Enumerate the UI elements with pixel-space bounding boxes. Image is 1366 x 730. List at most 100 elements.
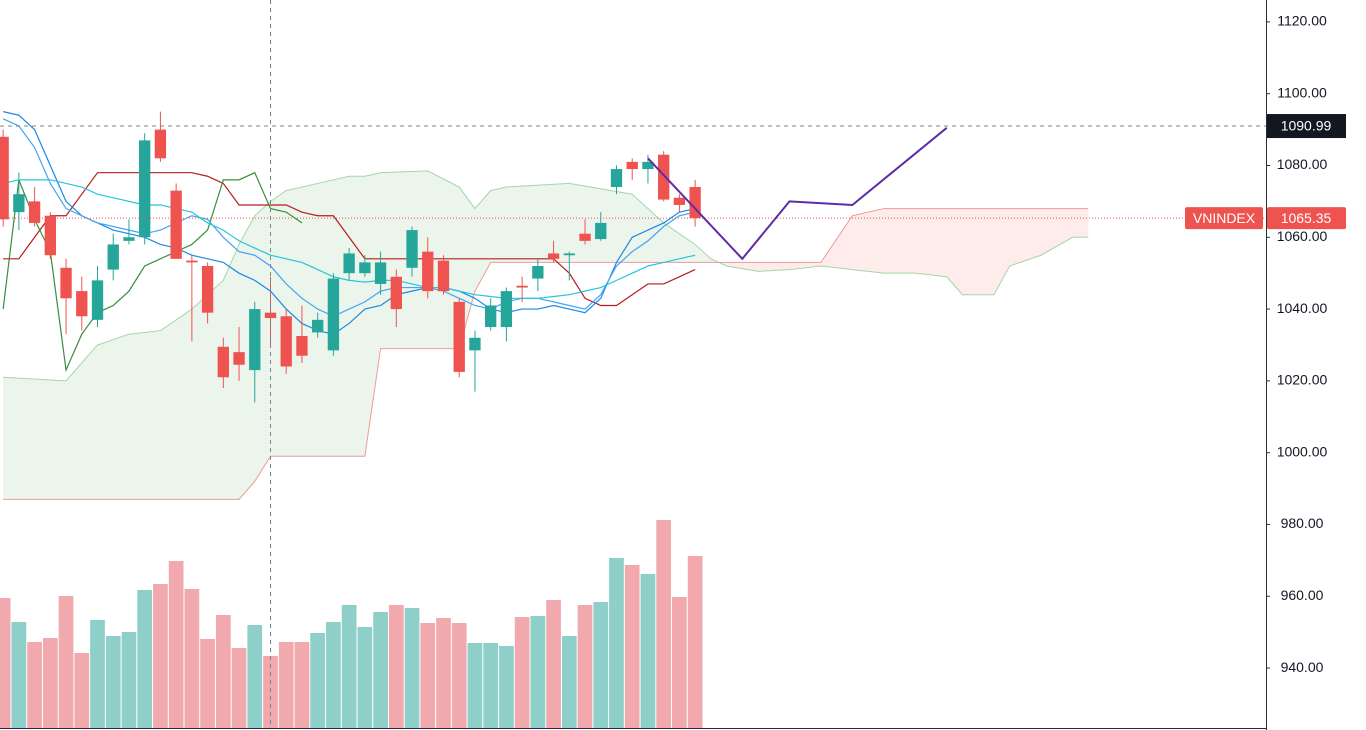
cloud-fill (128, 330, 161, 500)
volume-bar (121, 632, 137, 728)
candle-body (13, 194, 25, 213)
candle-body (249, 309, 261, 371)
cloud-fill (239, 215, 255, 500)
cloud-fill (993, 208, 1010, 295)
y-tick-label: 980.00 (1281, 515, 1324, 531)
cloud-span-a (3, 170, 1089, 382)
volume-bar (530, 616, 546, 728)
volume-bar (168, 561, 184, 728)
crosshair-label: 1090.99 (1281, 118, 1332, 134)
volume-bar (247, 625, 263, 728)
candle-body (610, 169, 623, 188)
volume-bar (388, 605, 404, 728)
candle-body (453, 301, 465, 372)
volume-bar (420, 623, 436, 728)
candle-body (689, 187, 701, 219)
candle-body (170, 190, 182, 259)
last-price-box (1267, 207, 1346, 230)
cloud-fill (695, 244, 711, 263)
volume-bar (294, 642, 310, 728)
cloud-fill (852, 208, 884, 274)
volume-bar (687, 556, 703, 728)
cloud-fill (254, 201, 271, 482)
cloud-fill (97, 334, 129, 500)
candle-body (563, 253, 575, 256)
volume-bar (153, 584, 168, 728)
candle-body (44, 215, 56, 256)
cloud-fill (270, 190, 287, 457)
indicator-line (2, 171, 303, 373)
volume-bar (90, 620, 105, 728)
cloud-fill (223, 244, 240, 500)
volume-bar (577, 605, 593, 728)
cloud-fill (789, 262, 821, 270)
candle-body (201, 266, 214, 313)
volume-bar (278, 642, 294, 728)
cloud-fill (1072, 208, 1089, 238)
cloud-fill (962, 208, 994, 295)
volume-bar (27, 642, 42, 728)
candle-body (658, 154, 670, 200)
volume-bar (200, 639, 215, 728)
cloud-fill (758, 262, 790, 272)
forecast-line (647, 127, 948, 261)
symbol-label: VNINDEX (1193, 210, 1256, 226)
volume-bar (105, 636, 121, 728)
volume-bar (609, 558, 624, 728)
volume-bar (514, 617, 530, 728)
candle-body (626, 161, 638, 170)
candle-body (327, 278, 340, 351)
cloud-fill (3, 377, 67, 500)
y-tick-label: 1020.00 (1277, 372, 1328, 388)
volume-bar (483, 643, 499, 728)
y-tick-label: 1100.00 (1277, 84, 1327, 100)
crosshair-label-box (1267, 114, 1346, 139)
volume-bar (451, 623, 467, 728)
cloud-fill (380, 170, 428, 349)
volume-bar (184, 589, 200, 728)
candle-body (595, 222, 607, 240)
volume-bar (373, 612, 388, 728)
cloud-fill (915, 208, 947, 277)
y-tick-label: 960.00 (1281, 587, 1324, 603)
candle-body (642, 161, 654, 170)
volume-bar (561, 636, 577, 728)
symbol-label-box (1185, 207, 1263, 230)
y-tick-label: 1000.00 (1277, 443, 1328, 459)
volume-bar (74, 653, 90, 728)
volume-bar (624, 565, 640, 728)
candle-body (139, 140, 151, 238)
candle-body (359, 262, 371, 274)
candle-body (673, 197, 686, 205)
y-tick-label: 1040.00 (1277, 300, 1328, 316)
cloud-fill (1041, 208, 1073, 256)
candle-body (579, 233, 591, 241)
candle-body (437, 260, 450, 292)
volume-bar (357, 627, 373, 728)
indicator-line (3, 111, 696, 335)
cloud-fill (820, 215, 853, 270)
candle-body (516, 285, 528, 288)
volume-bar (546, 600, 561, 728)
candle-body (280, 316, 292, 367)
cloud-span-b (3, 208, 1089, 500)
candle-body (374, 262, 387, 284)
candle-body (107, 244, 119, 270)
cloud-fill (66, 344, 98, 500)
cloud-fill (490, 187, 507, 263)
candle-body (312, 319, 324, 333)
indicator-line (3, 179, 696, 299)
candle-body (154, 129, 167, 159)
volume-bar (499, 646, 514, 728)
cloud-fill (663, 222, 696, 263)
volume-bar (0, 598, 11, 728)
indicator-line (2, 118, 696, 317)
cloud-fill (632, 194, 664, 263)
candle-body (500, 291, 513, 328)
candle-body (91, 280, 104, 320)
volume-bar (42, 638, 58, 728)
candle-body (76, 291, 88, 317)
candle-body (547, 253, 560, 259)
cloud-fill (946, 208, 963, 295)
